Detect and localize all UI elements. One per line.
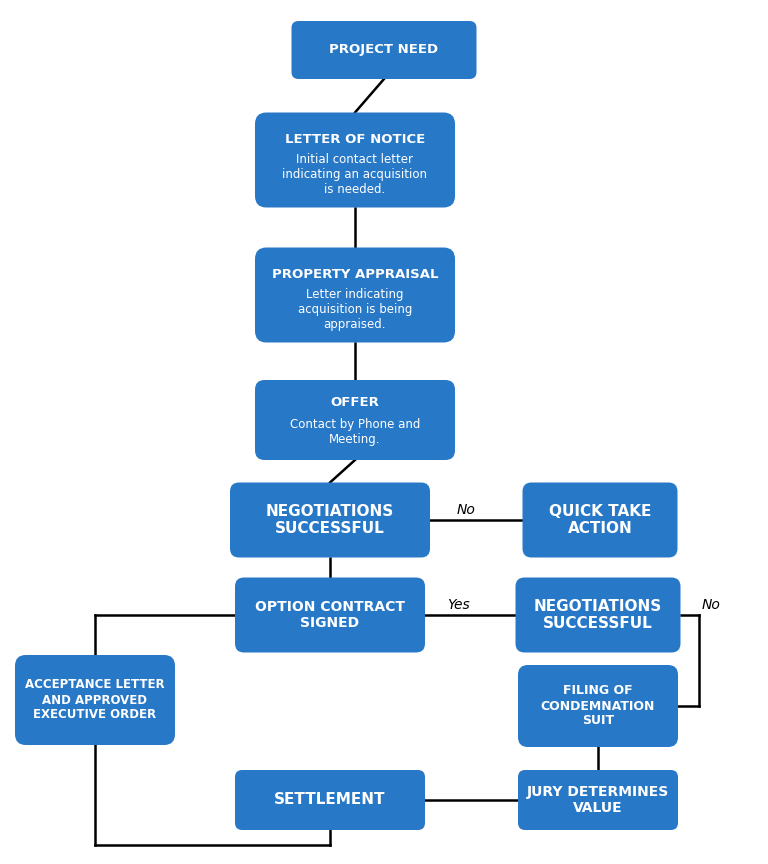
Text: NEGOTIATIONS
SUCCESSFUL: NEGOTIATIONS SUCCESSFUL — [266, 504, 394, 537]
FancyBboxPatch shape — [522, 482, 677, 557]
Text: Initial contact letter
indicating an acquisition
is needed.: Initial contact letter indicating an acq… — [283, 153, 428, 196]
FancyBboxPatch shape — [235, 770, 425, 830]
Text: NEGOTIATIONS
SUCCESSFUL: NEGOTIATIONS SUCCESSFUL — [534, 599, 662, 632]
Text: OPTION CONTRACT
SIGNED: OPTION CONTRACT SIGNED — [255, 600, 405, 630]
Text: LETTER OF NOTICE: LETTER OF NOTICE — [285, 132, 425, 146]
FancyBboxPatch shape — [518, 770, 678, 830]
Text: PROJECT NEED: PROJECT NEED — [329, 43, 439, 56]
Text: OFFER: OFFER — [330, 396, 379, 409]
Text: QUICK TAKE
ACTION: QUICK TAKE ACTION — [549, 504, 651, 537]
Text: PROPERTY APPRAISAL: PROPERTY APPRAISAL — [272, 268, 439, 281]
FancyBboxPatch shape — [15, 655, 175, 745]
FancyBboxPatch shape — [515, 577, 680, 652]
FancyBboxPatch shape — [255, 247, 455, 342]
Text: JURY DETERMINES
VALUE: JURY DETERMINES VALUE — [527, 785, 669, 815]
Text: Letter indicating
acquisition is being
appraised.: Letter indicating acquisition is being a… — [298, 288, 412, 331]
Text: Contact by Phone and
Meeting.: Contact by Phone and Meeting. — [290, 418, 420, 446]
Text: FILING OF
CONDEMNATION
SUIT: FILING OF CONDEMNATION SUIT — [541, 684, 655, 727]
FancyBboxPatch shape — [292, 21, 476, 79]
Text: No: No — [701, 598, 720, 612]
FancyBboxPatch shape — [230, 482, 430, 557]
Text: SETTLEMENT: SETTLEMENT — [274, 792, 386, 808]
Text: ACCEPTANCE LETTER
AND APPROVED
EXECUTIVE ORDER: ACCEPTANCE LETTER AND APPROVED EXECUTIVE… — [25, 678, 165, 721]
FancyBboxPatch shape — [255, 380, 455, 460]
Text: Yes: Yes — [447, 598, 469, 612]
FancyBboxPatch shape — [235, 577, 425, 652]
FancyBboxPatch shape — [518, 665, 678, 747]
FancyBboxPatch shape — [255, 112, 455, 207]
Text: No: No — [457, 503, 475, 517]
